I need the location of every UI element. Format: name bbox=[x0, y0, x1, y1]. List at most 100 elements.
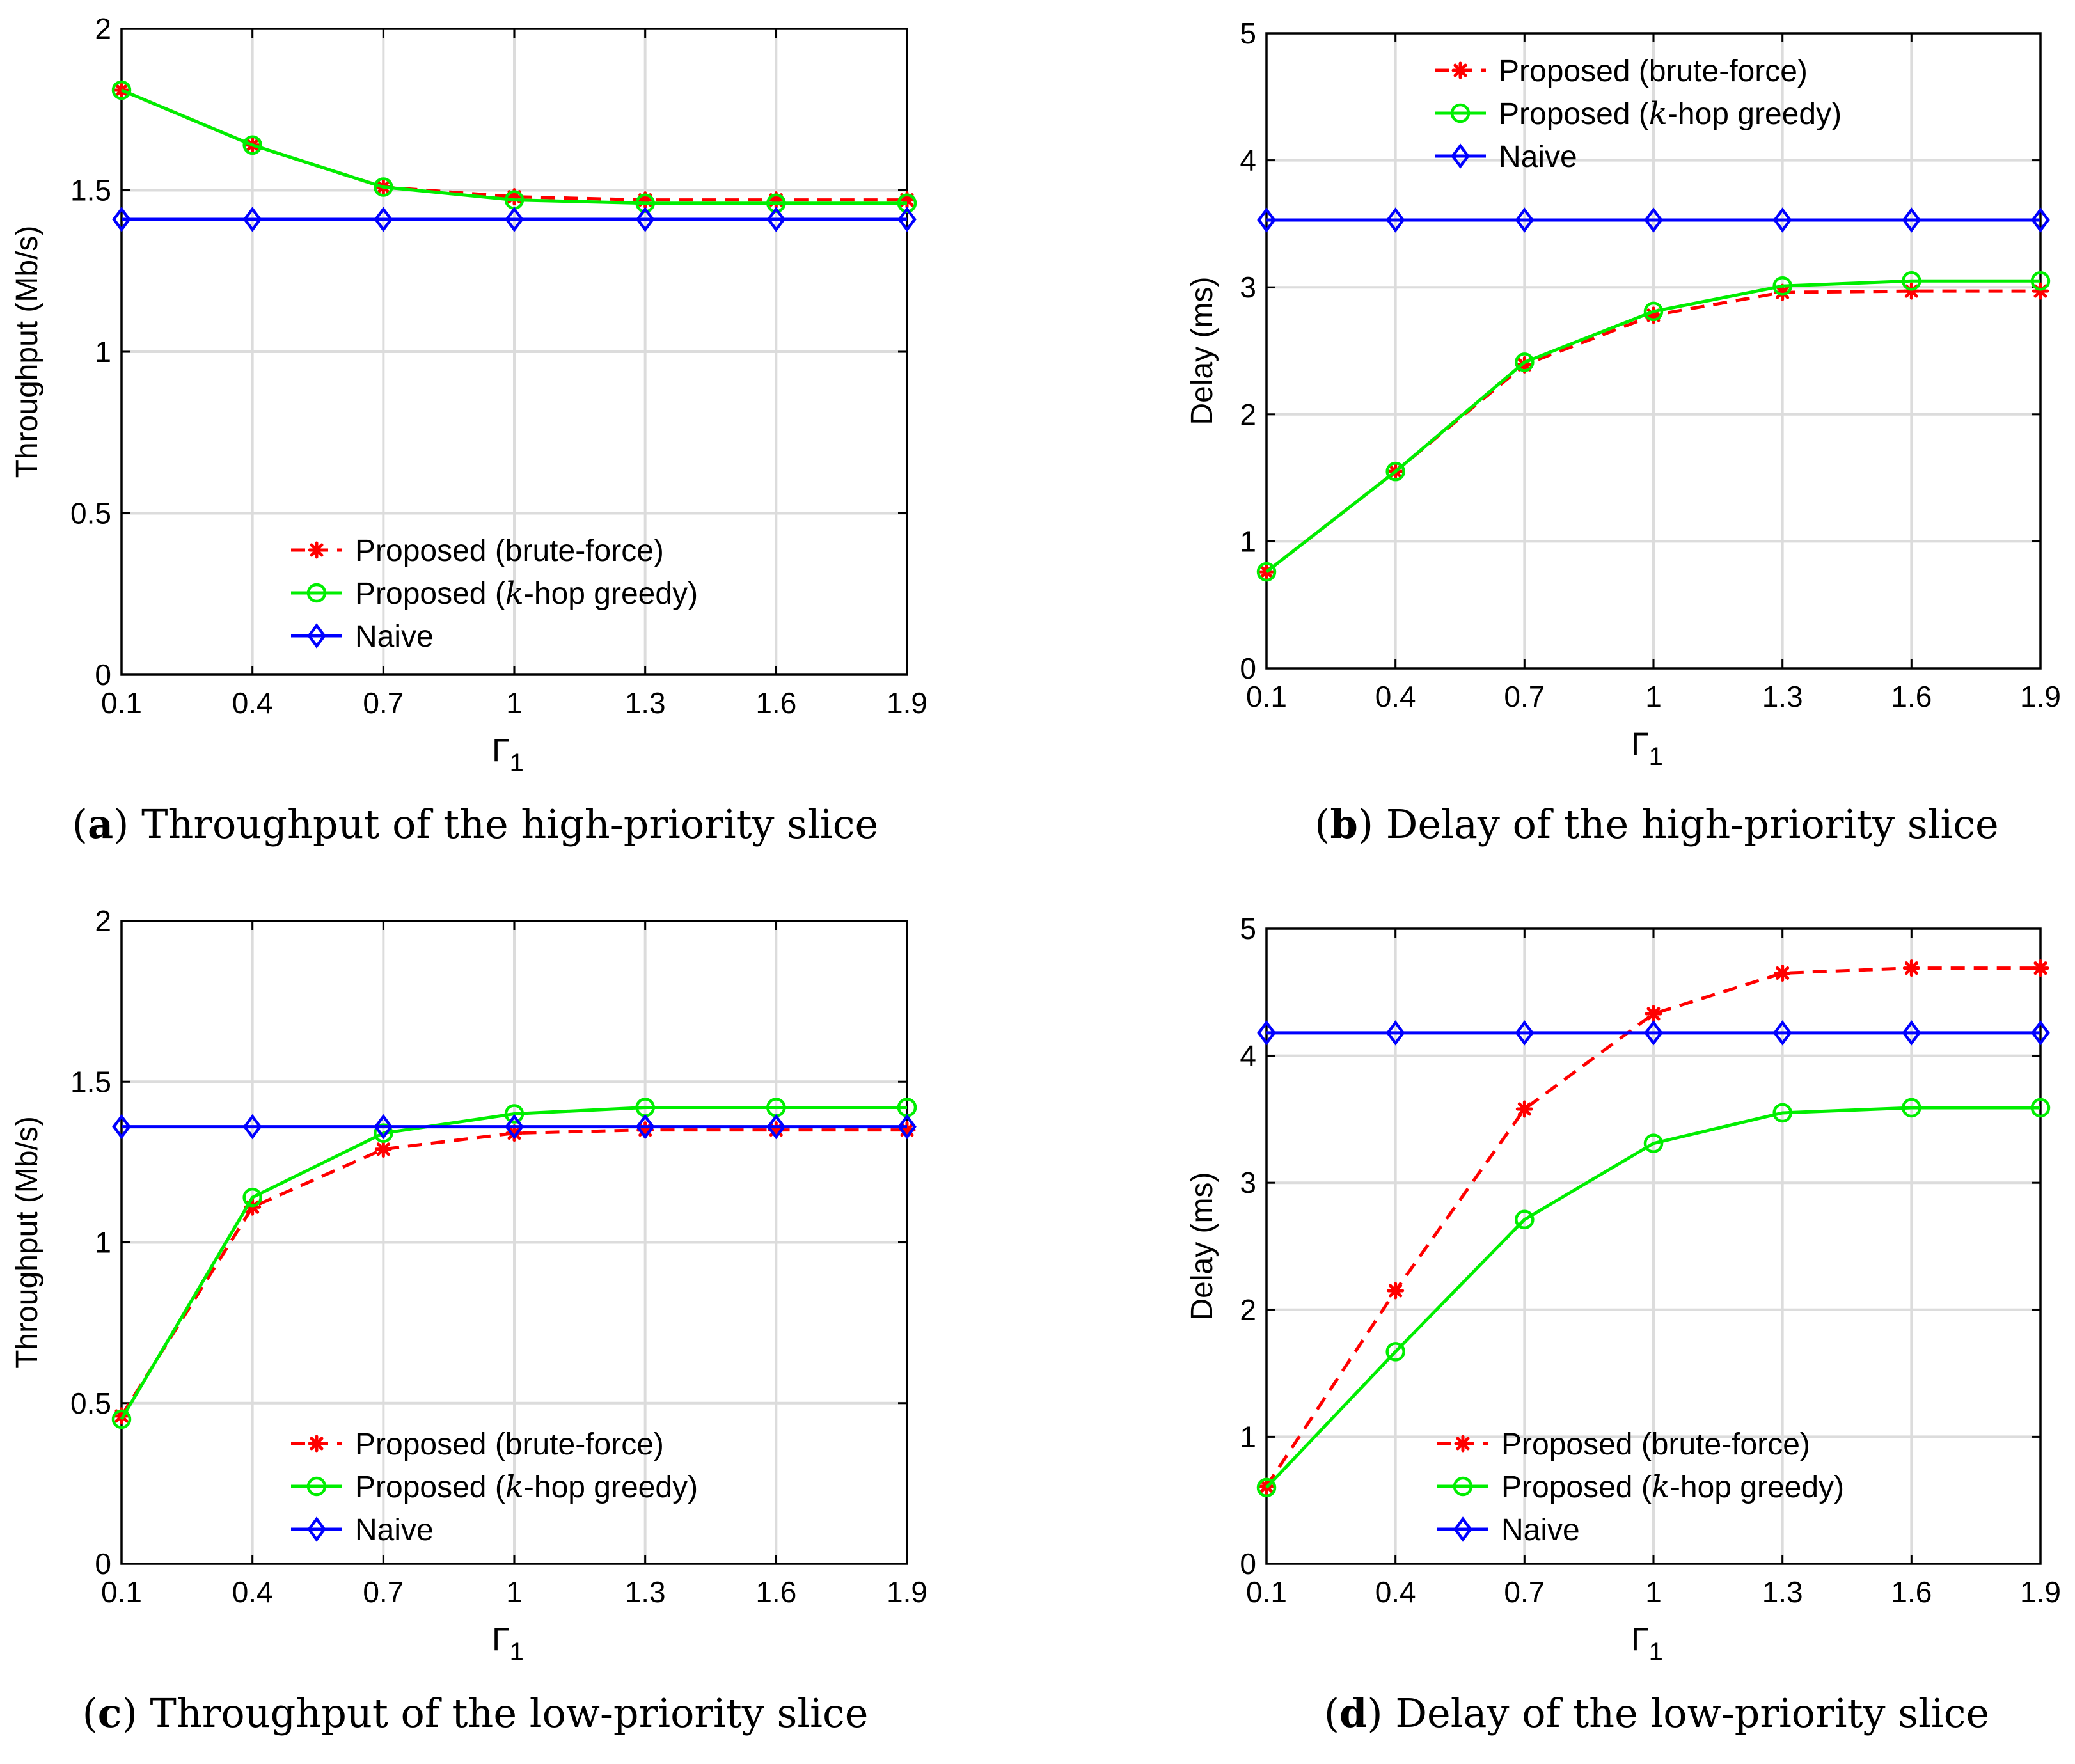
caption: (d) Delay of the low-priority slice bbox=[1324, 1690, 1989, 1736]
series-line bbox=[1265, 279, 2040, 574]
data-point bbox=[374, 1114, 393, 1140]
x-tick-label: 1 bbox=[1645, 680, 1662, 713]
data-point bbox=[767, 1121, 785, 1139]
x-tick-label: 0.4 bbox=[1375, 680, 1416, 713]
y-tick-label: 2 bbox=[1240, 398, 1256, 431]
legend-label: Naive bbox=[355, 620, 434, 654]
x-tick-label: 1.9 bbox=[887, 1575, 927, 1609]
series-greedy bbox=[1256, 271, 2051, 582]
caption-text: Delay of the high-priority slice bbox=[1386, 801, 1999, 847]
data-point bbox=[1774, 283, 1792, 301]
legend-label-italic: k bbox=[1649, 96, 1668, 132]
caption-text: Delay of the low-priority slice bbox=[1395, 1690, 1989, 1736]
data-point bbox=[1385, 207, 1405, 233]
legend-marker bbox=[1453, 1476, 1473, 1497]
data-point bbox=[1645, 1005, 1662, 1023]
legend: Proposed (brute-force) Proposed (k-hop gr… bbox=[1437, 1428, 1844, 1547]
legend-label-prefix: Proposed ( bbox=[1501, 1470, 1652, 1504]
legend-label: Proposed (brute-force) bbox=[1499, 54, 1808, 88]
data-point bbox=[1256, 562, 1277, 582]
x-tick-label: 1.6 bbox=[1891, 680, 1932, 713]
legend: Proposed (brute-force) Proposed (k-hop gr… bbox=[291, 1428, 698, 1547]
y-tick-label: 0.5 bbox=[70, 1387, 111, 1420]
data-point bbox=[636, 191, 654, 209]
data-point bbox=[1385, 461, 1405, 482]
x-tick-label: 0.7 bbox=[1504, 680, 1545, 713]
y-tick-label: 1 bbox=[95, 1226, 111, 1259]
caption-paren-open: ( bbox=[1314, 801, 1330, 847]
x-tick-label: 0.1 bbox=[101, 686, 142, 720]
data-point bbox=[504, 1104, 525, 1124]
legend-label: Proposed (brute-force) bbox=[355, 1428, 664, 1461]
y-tick-label: 0.5 bbox=[70, 497, 111, 530]
x-axis-subscript: 1 bbox=[1649, 743, 1663, 771]
series-line bbox=[120, 1105, 907, 1421]
x-axis-label: Γ1 bbox=[492, 732, 524, 777]
x-tick-label: 1.6 bbox=[1891, 1575, 1932, 1609]
data-point bbox=[1387, 1282, 1405, 1300]
y-tick-label: 3 bbox=[1240, 1166, 1256, 1199]
caption-letter: d bbox=[1339, 1690, 1367, 1736]
caption-text: Throughput of the low-priority slice bbox=[150, 1690, 868, 1736]
x-axis-symbol: Γ bbox=[1631, 726, 1649, 762]
data-point bbox=[897, 1114, 917, 1140]
y-axis-label: Throughput (Mb/s) bbox=[10, 1116, 44, 1369]
legend-label: Proposed (k-hop greedy) bbox=[355, 576, 698, 611]
x-tick-label: 1.6 bbox=[755, 1575, 796, 1609]
x-axis-subscript: 1 bbox=[1649, 1638, 1663, 1666]
legend-label-prefix: Naive bbox=[1499, 140, 1577, 174]
legend-marker bbox=[1453, 1516, 1472, 1542]
caption-letter: b bbox=[1330, 801, 1357, 847]
legend-marker bbox=[306, 1476, 327, 1497]
x-tick-label: 0.7 bbox=[363, 1575, 404, 1609]
legend-marker bbox=[307, 1516, 326, 1542]
legend-label-italic: k bbox=[505, 1469, 524, 1505]
data-point bbox=[898, 191, 916, 209]
data-point bbox=[1257, 1020, 1276, 1046]
legend-label-prefix: Naive bbox=[355, 620, 434, 654]
legend-label-italic: k bbox=[505, 576, 524, 611]
y-tick-label: 5 bbox=[1240, 17, 1256, 50]
data-point bbox=[505, 207, 524, 232]
series-naive bbox=[112, 1114, 917, 1140]
data-point bbox=[1902, 1020, 1921, 1046]
caption-paren-open: ( bbox=[1324, 1690, 1339, 1736]
y-tick-label: 1.5 bbox=[70, 174, 111, 207]
data-point bbox=[635, 207, 655, 232]
y-tick-label: 1 bbox=[1240, 1420, 1256, 1453]
series-naive bbox=[1257, 207, 2050, 233]
x-axis-subscript: 1 bbox=[510, 1638, 524, 1666]
y-tick-label: 3 bbox=[1240, 271, 1256, 304]
legend: Proposed (brute-force) Proposed (k-hop gr… bbox=[291, 534, 698, 654]
x-tick-label: 0.4 bbox=[232, 686, 273, 720]
y-tick-label: 4 bbox=[1240, 1039, 1256, 1073]
x-tick-label: 1 bbox=[506, 686, 523, 720]
legend: Proposed (brute-force) Proposed (k-hop gr… bbox=[1435, 54, 1842, 174]
data-point bbox=[374, 1123, 393, 1143]
data-point bbox=[111, 80, 132, 100]
y-tick-label: 2 bbox=[95, 12, 111, 45]
y-tick-label: 0 bbox=[95, 658, 111, 691]
legend-label-prefix: Proposed (brute-force) bbox=[1499, 54, 1808, 88]
data-point bbox=[1772, 1103, 1792, 1123]
y-tick-label: 0 bbox=[95, 1547, 111, 1580]
x-axis-label: Γ1 bbox=[492, 1621, 524, 1666]
y-tick-label: 1 bbox=[1240, 524, 1256, 558]
y-axis-label: Throughput (Mb/s) bbox=[10, 226, 44, 478]
caption: (c) Throughput of the low-priority slice bbox=[83, 1690, 869, 1736]
x-tick-label: 1.6 bbox=[755, 686, 796, 720]
y-tick-label: 2 bbox=[95, 904, 111, 938]
legend-marker bbox=[1451, 143, 1470, 169]
series-line bbox=[1265, 1106, 2040, 1489]
data-point bbox=[1772, 1020, 1792, 1046]
data-point bbox=[374, 177, 393, 197]
legend-label-prefix: Proposed ( bbox=[355, 1470, 505, 1504]
data-point bbox=[1774, 965, 1792, 982]
y-tick-label: 0 bbox=[1240, 652, 1256, 685]
axes-box bbox=[1265, 32, 2042, 670]
caption-paren-close: ) bbox=[1358, 801, 1386, 847]
x-axis-subscript: 1 bbox=[510, 749, 524, 777]
legend-label-suffix: -hop greedy) bbox=[1668, 97, 1842, 131]
series-greedy bbox=[1256, 1098, 2051, 1498]
legend-label-prefix: Proposed ( bbox=[1499, 97, 1649, 131]
